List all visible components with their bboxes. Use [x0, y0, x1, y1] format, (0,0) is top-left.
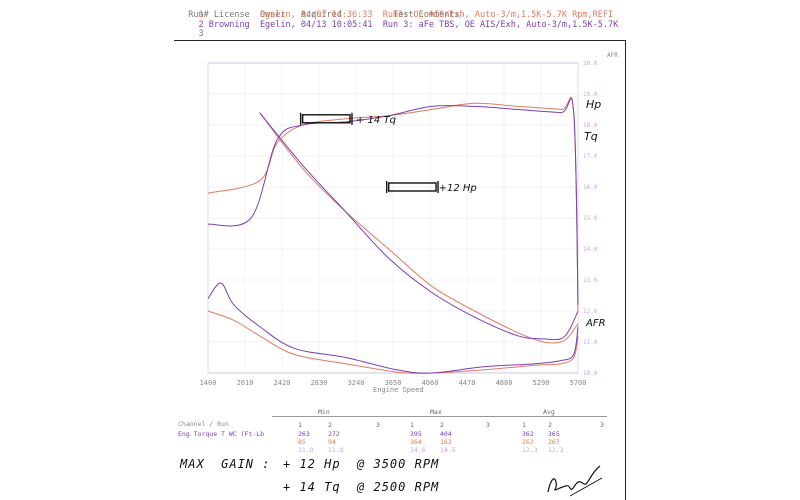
right-tick-label: 11.0 — [583, 339, 598, 346]
table-group-min: Min — [318, 408, 330, 416]
table-cell: 362 — [522, 430, 534, 438]
right-tick-label: 20.0 — [583, 60, 598, 67]
table-run-number: 3 — [486, 421, 490, 429]
right-axis-label: AFR — [607, 52, 618, 59]
signature — [547, 465, 603, 497]
curve-label-tq: Tq — [584, 130, 598, 143]
table-run-number: 2 — [440, 421, 444, 429]
col-owner: Owner — [259, 10, 286, 20]
gain-annotation-label: + 14 Tq — [356, 115, 396, 126]
x-tick-label: 4060 — [422, 379, 439, 387]
series-afr2 — [207, 97, 579, 305]
right-tick-label: 18.0 — [583, 122, 598, 129]
top-border — [174, 40, 626, 41]
header-run-1: 1 Egelin, 04/07 14:36:33 Run3: OE AIS/Ex… — [198, 10, 614, 20]
table-run-number: 3 — [376, 421, 380, 429]
series-torque1 — [207, 310, 579, 374]
table-cell: 12.3 — [522, 446, 538, 454]
table-cell: 395 — [410, 430, 422, 438]
table-cell: 14.5 — [440, 446, 456, 454]
table-cell: 272 — [328, 430, 340, 438]
right-tick-label: 16.0 — [583, 184, 598, 191]
table-cell: 11.9 — [298, 446, 314, 454]
chart-grid — [207, 62, 579, 374]
table-run-number: 1 — [298, 421, 302, 429]
table-run-number: 1 — [410, 421, 414, 429]
chart-curves — [207, 96, 579, 374]
x-tick-label: 1400 — [200, 379, 217, 387]
right-tick-label: 10.0 — [583, 370, 598, 377]
right-tick-label: 14.0 — [583, 246, 598, 253]
x-tick-label: 3240 — [348, 379, 365, 387]
right-tick-label: 13.0 — [583, 277, 598, 284]
x-tick-label: 5290 — [533, 379, 550, 387]
table-row-label: Eng Torque T WC (Ft-Lb — [178, 430, 265, 438]
x-tick-label: 2010 — [237, 379, 254, 387]
table-cell: 11.8 — [328, 446, 344, 454]
col-run: Run# — [188, 10, 209, 20]
table-cell: 365 — [548, 430, 560, 438]
table-run-number: 3 — [600, 421, 604, 429]
series-hp2 — [259, 112, 579, 341]
series-hp1 — [259, 112, 579, 344]
table-top-rule — [272, 416, 607, 417]
header-columns: Run# License Owner Acquired Test Comment… — [178, 0, 460, 20]
table-run-number: 2 — [548, 421, 552, 429]
col-acquired: Acquired — [300, 10, 342, 20]
gain-box — [387, 182, 437, 192]
gain-box — [301, 114, 351, 124]
table-cell: 263 — [298, 430, 310, 438]
right-tick-label: 19.0 — [583, 91, 598, 98]
x-tick-label: 2420 — [274, 379, 291, 387]
gain-annotation-label: +12 Hp — [439, 183, 477, 194]
table-cell: 267 — [548, 438, 560, 446]
max-gain-label: MAX GAIN : — [180, 457, 271, 471]
table-cell: 163 — [440, 438, 452, 446]
right-tick-label: 12.0 — [583, 308, 598, 315]
x-axis-label: Engine Speed — [373, 386, 424, 394]
x-tick-label: 3650 — [385, 379, 402, 387]
header-run-3: 3 — [198, 29, 204, 39]
x-tick-label: 2830 — [311, 379, 328, 387]
x-tick-label: 4470 — [459, 379, 476, 387]
table-cell: 94 — [328, 438, 336, 446]
right-tick-label: 15.0 — [583, 215, 598, 222]
curve-label-afr: AFR — [586, 318, 606, 329]
curve-label-hp: Hp — [586, 98, 602, 111]
x-tick-label: 5700 — [570, 379, 587, 387]
x-tick-label: 4880 — [496, 379, 513, 387]
table-cell: 404 — [440, 430, 452, 438]
table-run-number: 1 — [522, 421, 526, 429]
max-gain-hp: + 12 Hp @ 3500 RPM — [283, 457, 440, 471]
table-run-number: 2 — [328, 421, 332, 429]
table-cell: 85 — [298, 438, 306, 446]
table-group-avg: Avg — [543, 408, 555, 416]
right-border — [625, 40, 626, 500]
col-license: License — [213, 10, 250, 20]
table-group-max: Max — [430, 408, 442, 416]
col-comments: Test Comments — [393, 10, 460, 20]
right-tick-label: 17.0 — [583, 153, 598, 160]
series-torque2 — [207, 282, 579, 374]
max-gain-tq: + 14 Tq @ 2500 RPM — [283, 480, 440, 494]
header-run-2: 2 Browning Egelin, 04/13 10:05:41 Run 3:… — [198, 20, 619, 30]
chart-tick-labels: 1400 2010 2420 2830 3240 3650 4060 4470 4880 5290… — [200, 60, 598, 387]
table-cell: 364 — [410, 438, 422, 446]
table-cell: 12.3 — [548, 446, 564, 454]
table-channel-label: Channel / Run — [178, 420, 229, 428]
table-cell: 14.6 — [410, 446, 426, 454]
chart-annotations: + 14 Tq +12 Hp — [299, 112, 477, 194]
table-cell: 262 — [522, 438, 534, 446]
